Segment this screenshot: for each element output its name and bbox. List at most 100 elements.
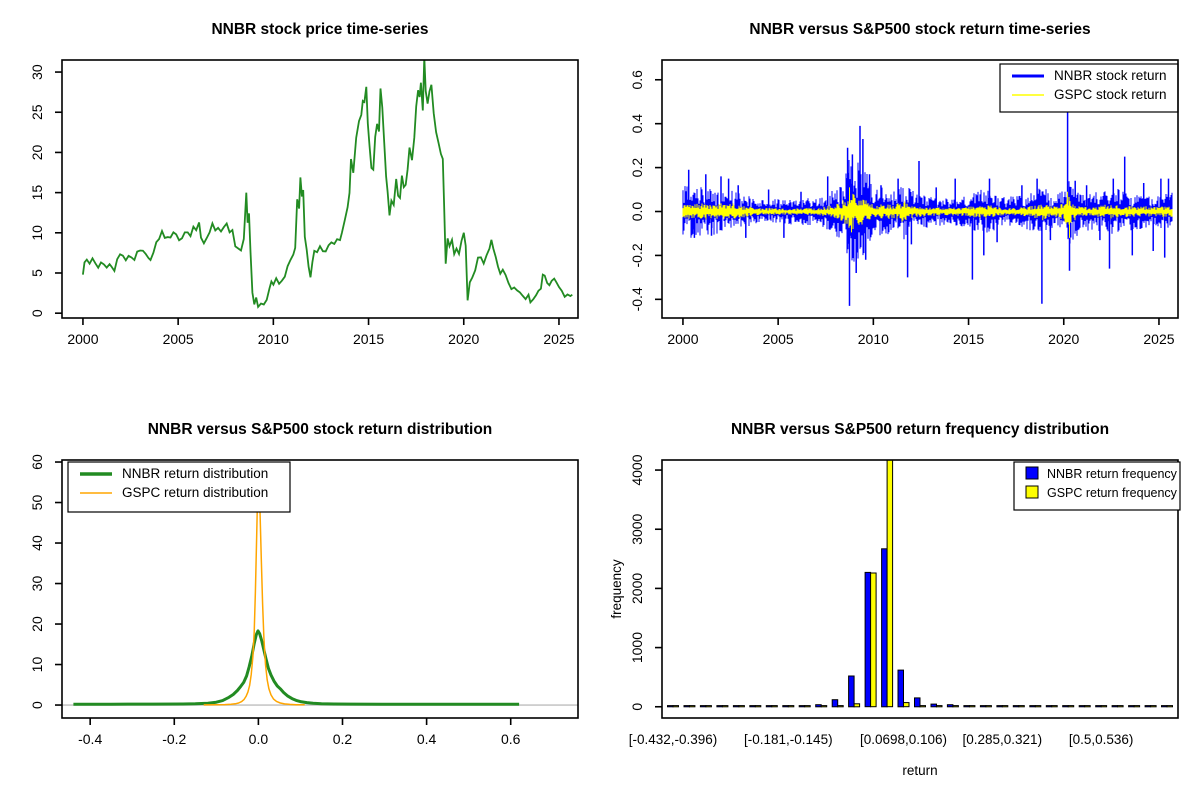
nnbr-bar [848, 675, 855, 708]
nnbr-bar [732, 705, 740, 708]
nnbr-bar [1062, 705, 1069, 708]
gspc-bar [1117, 705, 1124, 708]
y-tick-label: 0.4 [629, 114, 645, 134]
y-tick-label: 20 [29, 144, 45, 160]
y-tick-label: 25 [29, 104, 45, 120]
y-tick-label: 1000 [629, 632, 645, 663]
gspc-bar [870, 572, 877, 708]
nnbr-bar [897, 669, 904, 708]
nnbr-bar [1012, 705, 1020, 708]
y-tick-label: 4000 [629, 454, 645, 485]
y-tick-label: 2000 [629, 573, 645, 604]
gspc-bar [672, 705, 679, 708]
gspc-bar [705, 705, 712, 708]
nnbr-return-spikes [687, 97, 1170, 306]
gspc-bar [936, 705, 943, 708]
y-tick-label: 0.2 [629, 158, 645, 178]
x-tick-label: 0.2 [333, 731, 353, 747]
x-tick-label: 2005 [763, 331, 794, 347]
gspc-bar [688, 705, 696, 708]
x-tick-label: 2025 [543, 331, 574, 347]
nnbr-bar [914, 697, 921, 708]
legend-box [67, 461, 291, 513]
x-bin-label: [0.0698,0.106) [860, 732, 947, 747]
nnbr-bar [749, 705, 756, 708]
gspc-bar [754, 705, 762, 708]
y-tick-label: 30 [29, 576, 45, 592]
x-tick-label: 2020 [448, 331, 479, 347]
nnbr-bar [699, 705, 707, 708]
nnbr-bar [996, 705, 1003, 708]
gspc-bar [919, 705, 926, 708]
legend-label: NNBR return frequency [1047, 467, 1178, 481]
nnbr-bar [1045, 705, 1053, 708]
y-tick-label: 0 [29, 309, 45, 317]
nnbr-bar [1029, 705, 1036, 708]
y-tick-label: -0.2 [629, 243, 645, 267]
y-tick-label: 50 [29, 495, 45, 511]
return-distribution-chart: -0.4 -0.2 0.0 0.2 0.4 0.6 0 10 20 30 40 50 60 NNBR re… [29, 454, 579, 747]
legend-label: NNBR stock return [1054, 68, 1167, 83]
x-tick-label: 2010 [858, 331, 889, 347]
x-tick-label: 0.0 [249, 731, 269, 747]
nnbr-bar [979, 705, 987, 708]
page-title: NNBR stock price time-series [211, 21, 429, 38]
gspc-bar [721, 705, 729, 708]
nnbr-bar [963, 705, 970, 708]
x-tick-label: -0.4 [78, 731, 102, 747]
gspc-bar [1018, 705, 1025, 708]
x-tick-label: 2015 [353, 331, 384, 347]
nnbr-bar [716, 705, 723, 708]
nnbr-bar [798, 705, 806, 708]
y-tick-label: 5 [29, 269, 45, 277]
legend-label: NNBR return distribution [122, 466, 268, 481]
nnbr-bar [946, 704, 954, 708]
gspc-bar [787, 705, 795, 708]
nnbr-bar [930, 703, 937, 708]
x-bin-label: [0.285,0.321) [963, 732, 1043, 747]
y-tick-label: 0 [29, 701, 45, 709]
price-line [82, 60, 573, 309]
legend-box-swatch [1025, 485, 1039, 499]
gspc-bar [1100, 705, 1108, 708]
x-tick-label: 2005 [163, 331, 194, 347]
panel-return-distribution: NNBR versus S&P500 stock return distribu… [0, 400, 600, 800]
nnbr-bar [1161, 705, 1168, 708]
y-tick-label: 15 [29, 185, 45, 201]
nnbr-bar [1144, 705, 1152, 708]
chart-title: NNBR versus S&P500 stock return distribu… [147, 421, 493, 438]
panel-return-timeseries: NNBR versus S&P500 stock return time-ser… [600, 0, 1200, 400]
nnbr-bar [1095, 705, 1102, 708]
gspc-bar [820, 705, 828, 708]
panel-return-frequency: NNBR versus S&P500 return frequency dist… [600, 400, 1200, 800]
gspc-bar [1034, 705, 1042, 708]
plot-box [661, 59, 1179, 319]
gspc-bar [1150, 705, 1157, 708]
y-axis-label: frequency [609, 559, 624, 619]
x-tick-label: 0.6 [501, 731, 521, 747]
legend-box [999, 63, 1179, 113]
y-tick-label: 0.0 [629, 202, 645, 222]
x-bin-label: [0.5,0.536) [1069, 732, 1134, 747]
y-tick-label: -0.4 [629, 287, 645, 311]
gspc-bar [1051, 705, 1058, 708]
nnbr-bar [782, 705, 789, 708]
gspc-bar [1067, 705, 1075, 708]
nnbr-bar [683, 705, 690, 708]
gspc-bar [804, 705, 811, 708]
legend-box-swatch [1025, 466, 1039, 480]
legend-label: GSPC return distribution [122, 485, 268, 500]
gspc-bar [771, 705, 778, 708]
x-tick-label: 2000 [67, 331, 98, 347]
x-tick-label: 0.4 [417, 731, 437, 747]
gspc-return-band [682, 193, 1173, 229]
y-tick-label: 3000 [629, 513, 645, 544]
gspc-bar [853, 703, 861, 708]
y-tick-label: 20 [29, 616, 45, 632]
nnbr-bar [667, 705, 674, 708]
y-tick-label: 10 [29, 657, 45, 673]
nnbr-bar [1128, 705, 1135, 708]
nnbr-bar [1078, 705, 1086, 708]
y-tick-label: 40 [29, 535, 45, 551]
